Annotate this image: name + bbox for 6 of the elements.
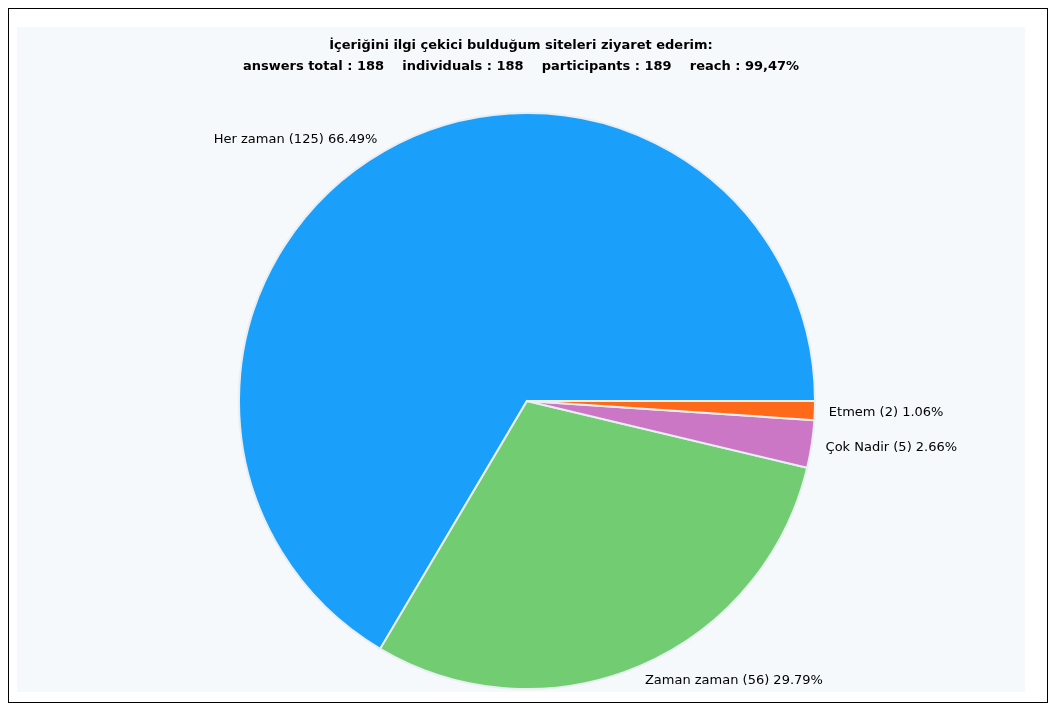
slice-label: Çok Nadir (5) 2.66% [825,438,958,454]
slice-label: Her zaman (125) 66.49% [213,131,378,147]
chart-title: İçeriğini ilgi çekici bulduğum siteleri ziyaret ederim: [328,36,714,52]
slice-label: Zaman zaman (56) 29.79% [644,671,823,687]
slice-label: Etmem (2) 1.06% [828,403,944,419]
chart-subtitle: answers total : 188 individuals : 188 participants : 189 reach : 99,47% [241,57,801,73]
